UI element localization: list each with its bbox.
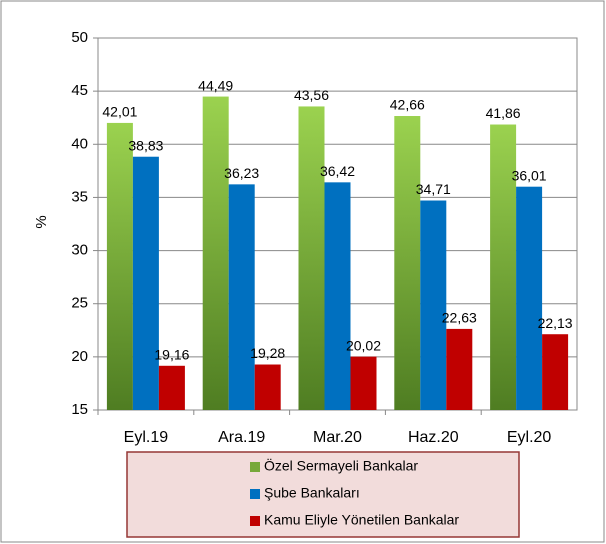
legend-box [126,451,520,538]
data-label: 19,28 [250,345,285,361]
data-label: 36,42 [320,163,355,179]
y-tick-label: 40 [71,135,88,152]
y-tick-label: 50 [71,29,88,46]
bar [490,124,517,410]
data-label: 38,83 [128,137,163,153]
y-tick-label: 35 [71,188,88,205]
bar [394,116,421,410]
bar [158,365,185,410]
data-label: 44,49 [198,77,233,93]
bar [350,356,377,410]
data-label: 41,86 [486,105,521,121]
bar [106,122,133,410]
data-label: 20,02 [346,337,381,353]
x-tick-label: Haz.20 [408,429,459,446]
bar [228,184,255,410]
bar [298,106,325,410]
bar [542,334,569,410]
x-tick-label: Mar.20 [313,429,362,446]
y-axis-label: % [33,215,50,228]
legend-label: Şube Bankaları [264,485,360,501]
legend-label: Kamu Eliyle Yönetilen Bankalar [264,512,459,528]
y-tick-label: 20 [71,348,88,365]
y-tick-label: 45 [71,82,88,99]
data-label: 42,66 [390,97,425,113]
bar [254,364,281,410]
legend-swatch [250,516,260,526]
data-label: 34,71 [416,181,451,197]
data-label: 22,13 [538,315,573,331]
x-tick-label: Ara.19 [218,429,265,446]
data-label: 36,23 [224,165,259,181]
legend: Özel Sermayeli Bankalar Şube Bankaları Kam… [126,451,520,538]
x-tick-label: Eyl.20 [507,429,552,446]
data-label: 22,63 [442,310,477,326]
y-tick-label: 30 [71,242,88,259]
data-label: 19,16 [154,346,189,362]
legend-label: Özel Sermayeli Bankalar [264,457,418,474]
bar [202,96,229,411]
data-label: 36,01 [512,167,547,183]
y-tick-label: 15 [71,401,88,418]
data-label: 42,01 [102,104,137,120]
x-tick-label: Eyl.19 [124,429,169,446]
bar [420,200,447,410]
legend-swatch [250,489,260,499]
bar [132,156,159,410]
data-label: 43,56 [294,87,329,103]
bar [516,186,543,410]
y-tick-label: 25 [71,295,88,312]
legend-swatch [250,462,260,472]
bar [446,328,473,410]
bar [324,182,351,410]
